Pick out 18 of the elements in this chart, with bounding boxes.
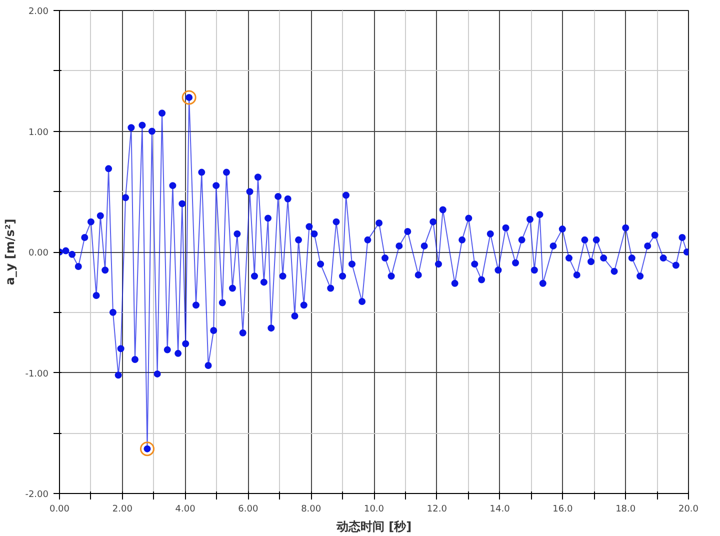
x-tick-label: 10.0 — [364, 504, 384, 514]
x-tick-label: 20.0 — [678, 504, 699, 514]
x-tick-label: 6.00 — [238, 504, 258, 514]
y-axis-title: a_y [m/s²] — [3, 218, 18, 286]
y-tick-label: 2.00 — [28, 7, 49, 17]
x-tick-label: 2.00 — [112, 504, 133, 514]
x-tick-label: 0.00 — [49, 504, 70, 514]
x-tick-label: 4.00 — [175, 504, 196, 514]
y-tick-label: 0.00 — [28, 248, 49, 258]
x-tick-label: 8.00 — [301, 504, 322, 514]
y-tick-label: -1.00 — [25, 369, 49, 380]
y-tick-label: -2.00 — [25, 490, 49, 500]
y-tick-label: 1.00 — [28, 128, 49, 138]
x-axis-title: 动态时间 [秒] — [335, 520, 412, 534]
x-tick-label: 14.0 — [490, 504, 510, 514]
x-tick-label: 12.0 — [426, 504, 448, 514]
x-tick-label: 16.0 — [552, 504, 573, 514]
x-tick-label: 18.0 — [616, 504, 636, 514]
